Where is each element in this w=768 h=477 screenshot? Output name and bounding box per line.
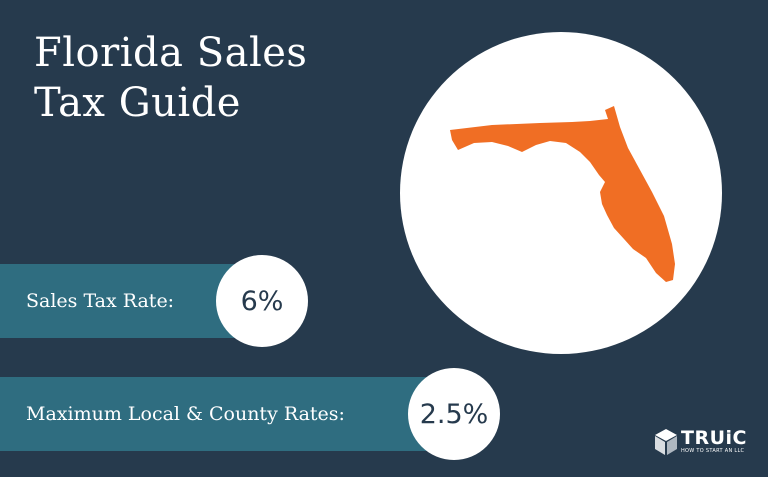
page-title: Florida Sales Tax Guide	[34, 28, 307, 128]
title-line-1: Florida Sales	[34, 30, 308, 76]
state-map-circle	[400, 32, 722, 354]
sales-tax-rate-label: Sales Tax Rate:	[26, 290, 175, 312]
local-county-rate-bar: Maximum Local & County Rates:	[0, 377, 440, 451]
cube-logo-icon	[655, 429, 677, 455]
local-county-rate-label: Maximum Local & County Rates:	[26, 403, 345, 425]
local-county-rate-value: 2.5%	[408, 368, 500, 460]
brand-logo: TRUiC HOW TO START AN LLC	[654, 428, 747, 456]
brand-tagline: HOW TO START AN LLC	[681, 448, 745, 454]
sales-tax-rate-value: 6%	[216, 255, 308, 347]
brand-name: TRUiC	[681, 427, 747, 449]
title-line-2: Tax Guide	[34, 80, 241, 126]
sales-tax-rate-bar: Sales Tax Rate:	[0, 264, 248, 338]
florida-map-icon	[450, 106, 675, 282]
